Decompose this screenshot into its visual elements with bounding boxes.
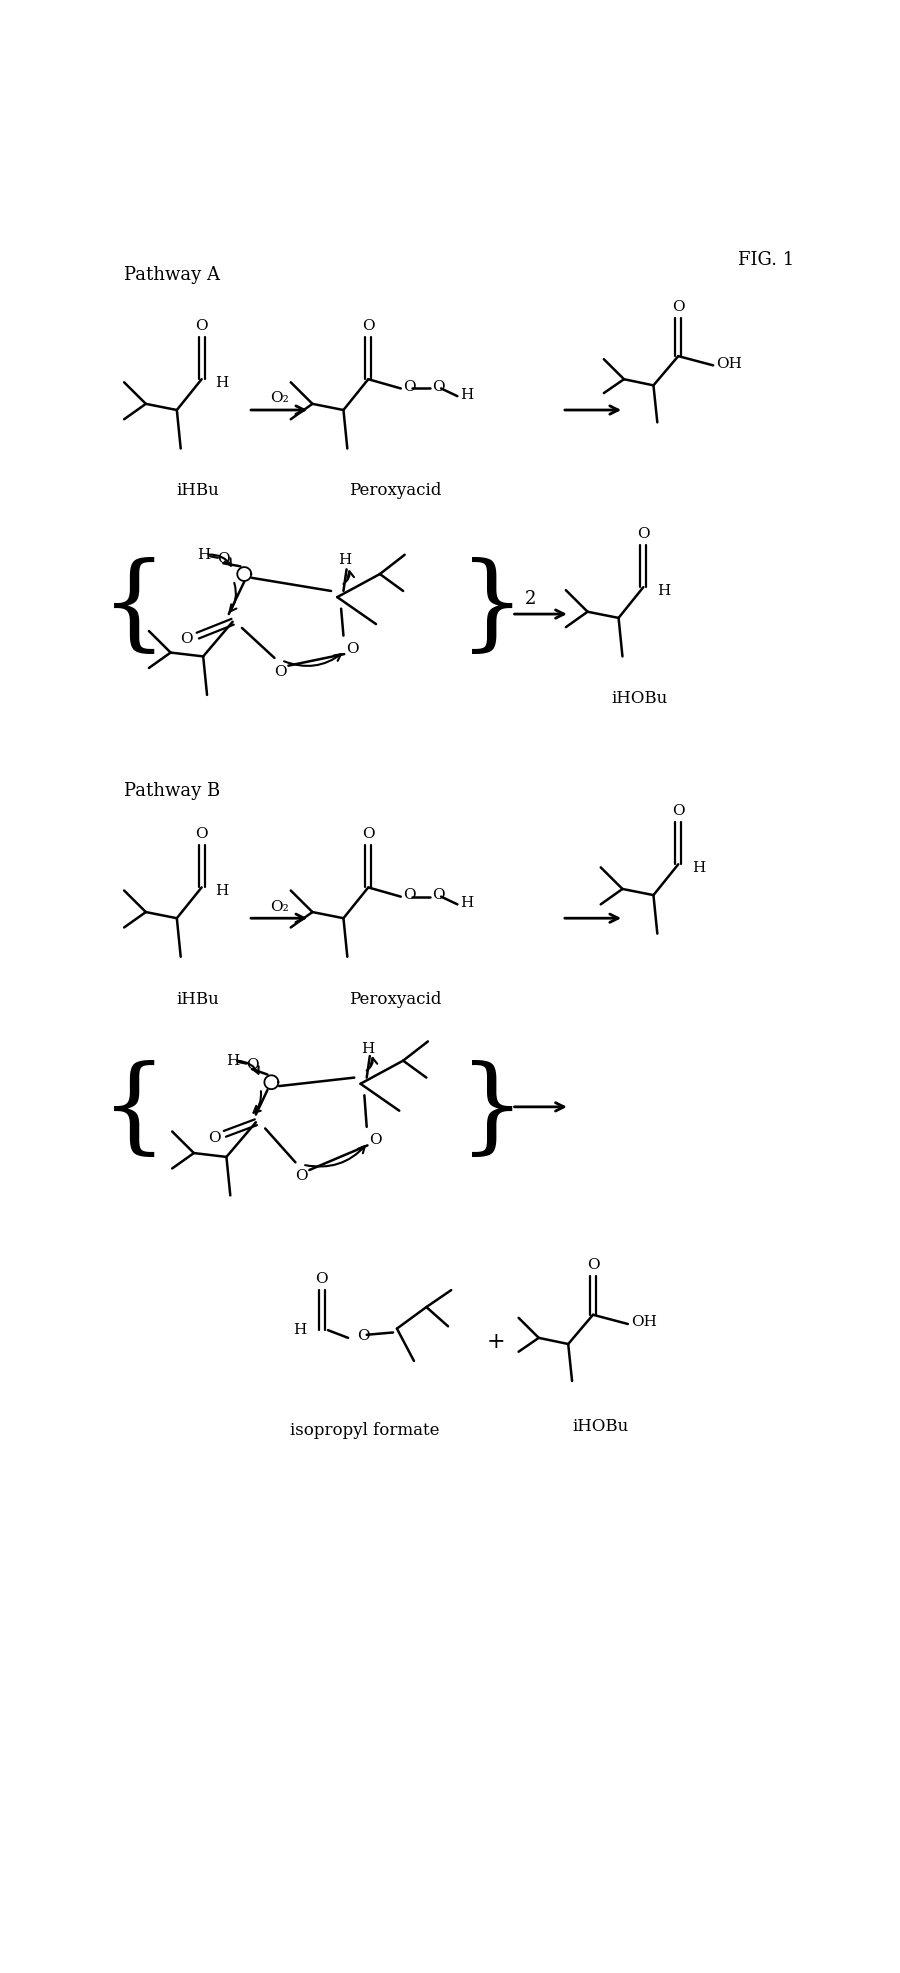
Text: Pathway B: Pathway B bbox=[124, 781, 220, 801]
Text: iHOBu: iHOBu bbox=[611, 691, 668, 706]
Text: OH: OH bbox=[716, 357, 742, 371]
Text: }: } bbox=[459, 1060, 526, 1162]
Text: O: O bbox=[369, 1133, 382, 1146]
Text: H: H bbox=[226, 1054, 239, 1067]
Text: {: { bbox=[101, 556, 167, 659]
Text: O: O bbox=[403, 381, 416, 395]
Text: O₂: O₂ bbox=[270, 391, 289, 406]
Text: O: O bbox=[195, 827, 208, 840]
Text: O₂: O₂ bbox=[270, 900, 289, 913]
Text: H: H bbox=[216, 377, 229, 391]
Text: O: O bbox=[637, 527, 650, 541]
Text: }: } bbox=[459, 556, 526, 659]
Text: {: { bbox=[101, 1060, 167, 1162]
Text: O: O bbox=[433, 381, 446, 395]
Text: O: O bbox=[195, 320, 208, 333]
Text: H: H bbox=[657, 584, 670, 598]
Text: OH: OH bbox=[631, 1316, 657, 1330]
Text: H: H bbox=[362, 1042, 375, 1056]
Text: 2: 2 bbox=[526, 590, 536, 608]
Text: H: H bbox=[197, 548, 211, 562]
Text: H: H bbox=[216, 884, 229, 898]
Text: H: H bbox=[293, 1324, 307, 1338]
Text: H: H bbox=[460, 896, 473, 910]
Text: O: O bbox=[587, 1259, 599, 1273]
Text: isopropyl formate: isopropyl formate bbox=[290, 1423, 439, 1438]
Text: O: O bbox=[315, 1273, 328, 1286]
Text: Peroxyacid: Peroxyacid bbox=[349, 481, 442, 499]
Text: Peroxyacid: Peroxyacid bbox=[349, 990, 442, 1008]
Text: Pathway A: Pathway A bbox=[124, 266, 220, 284]
Text: O: O bbox=[356, 1330, 369, 1344]
Text: O: O bbox=[362, 320, 374, 333]
Text: O: O bbox=[181, 633, 194, 647]
Text: O: O bbox=[295, 1170, 308, 1184]
Text: O: O bbox=[346, 641, 358, 655]
Text: O: O bbox=[672, 300, 685, 314]
Text: O: O bbox=[403, 888, 416, 902]
Text: O: O bbox=[208, 1131, 220, 1144]
Text: O: O bbox=[362, 827, 374, 840]
Text: iHBu: iHBu bbox=[176, 481, 219, 499]
Text: iHBu: iHBu bbox=[176, 990, 219, 1008]
Text: +: + bbox=[487, 1330, 506, 1353]
Text: O: O bbox=[246, 1058, 258, 1071]
Text: iHOBu: iHOBu bbox=[572, 1419, 629, 1434]
Text: H: H bbox=[460, 387, 473, 402]
Text: FIG. 1: FIG. 1 bbox=[738, 251, 795, 268]
Text: H: H bbox=[338, 552, 352, 566]
Text: O: O bbox=[672, 805, 685, 819]
Text: O: O bbox=[274, 665, 287, 679]
Text: H: H bbox=[692, 860, 706, 876]
Text: O: O bbox=[433, 888, 446, 902]
Text: O: O bbox=[217, 552, 230, 566]
